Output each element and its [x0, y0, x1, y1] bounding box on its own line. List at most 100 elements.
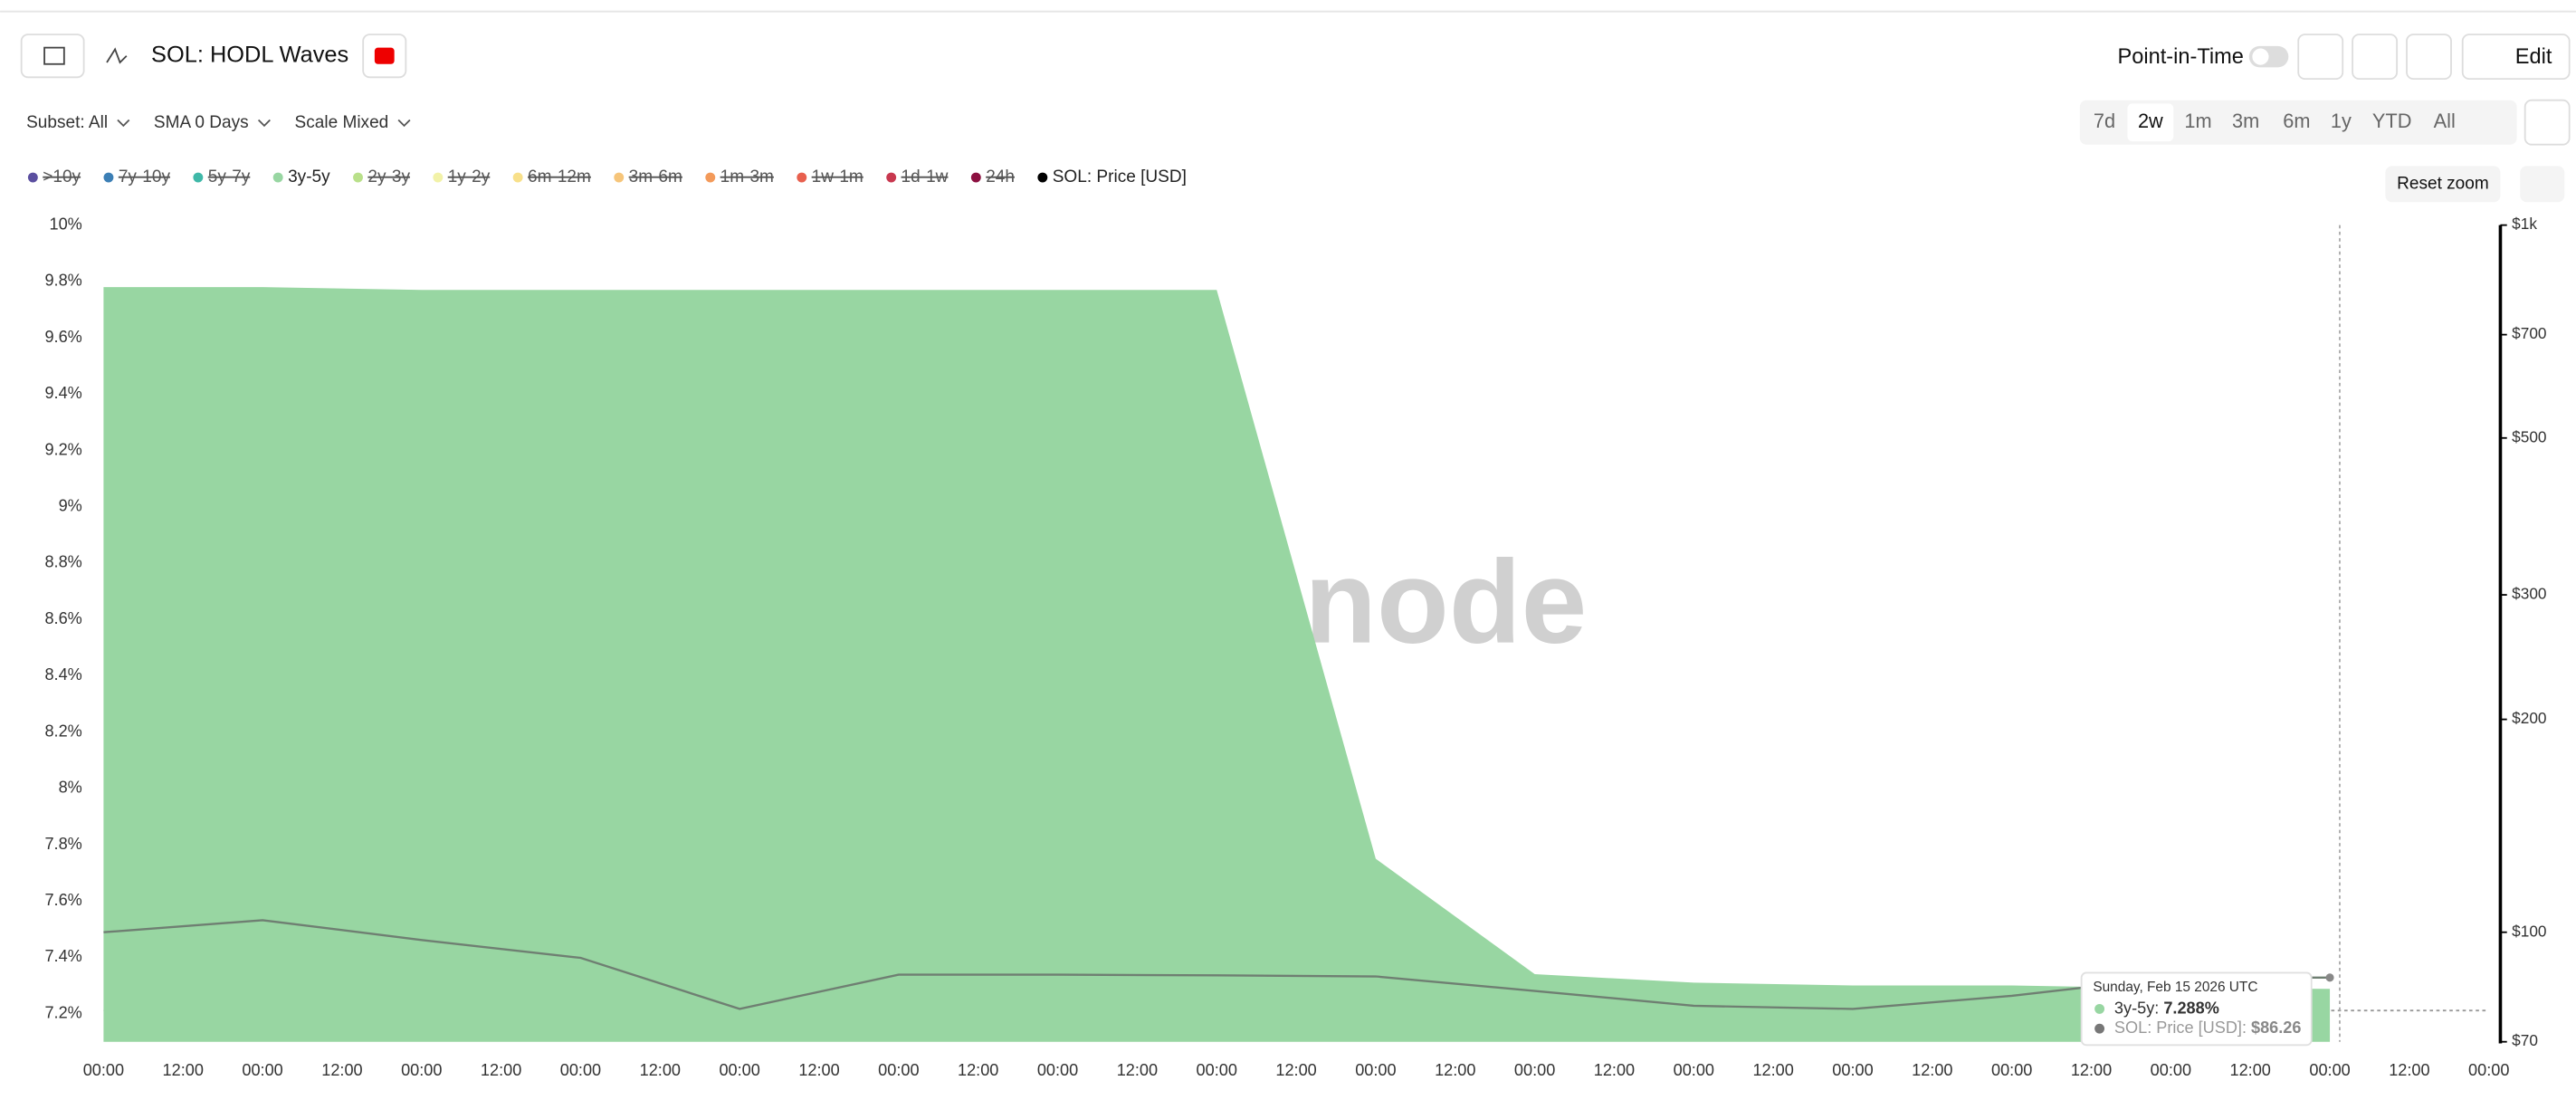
- y-tick-label: 9.8%: [44, 272, 81, 290]
- range-button[interactable]: 3m: [2232, 110, 2259, 132]
- y2-tick-label: $700: [2512, 324, 2546, 342]
- tooltip-box: [2080, 971, 2313, 1047]
- y-tick-label: 7.4%: [44, 947, 81, 965]
- legend-marker: [103, 172, 114, 183]
- x-tick-label: 00:00: [2309, 1061, 2350, 1079]
- dropdown-caret: [117, 119, 130, 128]
- y-tick-label: 10%: [50, 215, 82, 233]
- legend-entry[interactable]: 2y-3y: [367, 167, 410, 186]
- tooltip-value: $86.26: [2251, 1019, 2301, 1037]
- y2-tick-label: $500: [2512, 427, 2546, 445]
- range-group: [2079, 100, 2517, 145]
- y-tick-label: 7.2%: [44, 1003, 81, 1021]
- y-tick-label: 8.8%: [44, 553, 81, 571]
- x-tick-label: 00:00: [560, 1061, 601, 1079]
- filter-dropdown[interactable]: Scale Mixed: [295, 113, 389, 132]
- y2-tick-label: $300: [2512, 585, 2546, 603]
- legend-entry[interactable]: 7y-10y: [119, 167, 171, 186]
- legend-marker: [797, 172, 807, 183]
- x-tick-label: 12:00: [2389, 1061, 2429, 1079]
- y2-tick-label: $70: [2512, 1031, 2538, 1049]
- y-tick-label: 9%: [59, 496, 82, 514]
- point-in-time-label: Point-in-Time: [2118, 44, 2244, 68]
- chart: node >10y 7y-10y 5y-7y 3y-5y 2y-3y 1y-2y 6m-12m…: [27, 167, 2547, 1079]
- range-button[interactable]: 2w: [2138, 110, 2163, 132]
- hover-point: [2325, 973, 2334, 982]
- x-tick-label: 00:00: [1514, 1061, 1555, 1079]
- legend-entry[interactable]: 6m-12m: [528, 167, 591, 186]
- tooltip-dot: [2094, 1023, 2105, 1034]
- tooltip: Sunday, Feb 15 2026 UTC 3y-5y: 7.288% SO…: [2080, 971, 2313, 1047]
- tooltip-row: SOL: Price [USD]: $86.26: [2114, 1019, 2302, 1037]
- range-button[interactable]: All: [2434, 110, 2456, 132]
- legend-marker: [970, 172, 981, 183]
- calendar-button[interactable]: [2524, 99, 2571, 146]
- tooltip-dot: [2094, 1003, 2105, 1014]
- star-button[interactable]: [2297, 33, 2344, 81]
- x-tick-label: 12:00: [163, 1061, 204, 1079]
- legend-marker: [614, 172, 625, 183]
- x-tick-label: 00:00: [1037, 1061, 1078, 1079]
- legend-marker: [27, 172, 38, 183]
- x-tick-label: 00:00: [1197, 1061, 1237, 1079]
- legend-marker: [886, 172, 897, 183]
- legend-marker: [705, 172, 716, 183]
- range-button[interactable]: 1m: [2184, 110, 2211, 132]
- y-tick-label: 9.4%: [44, 384, 81, 402]
- legend-entry[interactable]: 3y-5y: [288, 167, 330, 186]
- tooltip-value: 7.288%: [2163, 999, 2218, 1017]
- x-tick-label: 12:00: [2071, 1061, 2112, 1079]
- edit-button[interactable]: [2461, 33, 2571, 81]
- x-tick-label: 12:00: [1435, 1061, 1475, 1079]
- x-tick-label: 12:00: [958, 1061, 998, 1079]
- tooltip-label: SOL: Price [USD]:: [2114, 1019, 2251, 1037]
- legend-marker: [1037, 172, 1048, 183]
- legend-entry[interactable]: 24h: [986, 167, 1015, 186]
- legend-entry[interactable]: 1y-2y: [448, 167, 491, 186]
- x-tick-label: 00:00: [1674, 1061, 1714, 1079]
- price-line: [103, 919, 2331, 1010]
- legend-entry[interactable]: 1w-1m: [812, 167, 863, 186]
- y-tick-label: 8.2%: [44, 722, 81, 740]
- sidebar-icon: [43, 46, 65, 65]
- legend-entry[interactable]: 1d-1w: [902, 167, 949, 186]
- range-button[interactable]: 1y: [2331, 110, 2352, 132]
- legend-entry[interactable]: 1m-3m: [720, 167, 774, 186]
- x-tick-label: 00:00: [1832, 1061, 1873, 1079]
- x-tick-label: 00:00: [242, 1061, 282, 1079]
- filter-dropdown[interactable]: SMA 0 Days: [154, 113, 249, 132]
- y-tick-label: 9.6%: [44, 328, 81, 346]
- x-tick-label: 12:00: [2230, 1061, 2271, 1079]
- y2-tick-label: $200: [2512, 709, 2546, 727]
- x-tick-label: 12:00: [640, 1061, 681, 1079]
- legend-entry[interactable]: 5y-7y: [208, 167, 251, 186]
- filter-dropdown[interactable]: Subset: All: [26, 113, 108, 132]
- sidebar-button[interactable]: [20, 33, 85, 79]
- range-button[interactable]: 6m: [2283, 110, 2310, 132]
- y-tick-label: 8%: [59, 779, 82, 797]
- legend-entry[interactable]: SOL: Price [USD]: [1053, 167, 1187, 186]
- toggle-knob: [2252, 48, 2269, 65]
- legend-entry[interactable]: >10y: [43, 167, 81, 186]
- dropdown-caret: [397, 119, 411, 128]
- legend-marker: [353, 172, 363, 183]
- tooltip-row: 3y-5y: 7.288%: [2114, 999, 2219, 1017]
- copy-button[interactable]: [2406, 33, 2452, 81]
- screenshot-button[interactable]: [2520, 166, 2565, 203]
- legend-marker: [272, 172, 283, 183]
- tooltip-date: Sunday, Feb 15 2026 UTC: [2093, 980, 2257, 995]
- reset-zoom-button[interactable]: [2385, 166, 2501, 203]
- youtube-icon: [374, 47, 395, 64]
- y2-tick-label: $100: [2512, 922, 2546, 940]
- area: [103, 287, 2331, 1042]
- share-button[interactable]: [2352, 33, 2399, 81]
- reset-zoom-label: Reset zoom: [2397, 174, 2489, 193]
- legend-entry[interactable]: 3m-6m: [629, 167, 682, 186]
- y-tick-label: 8.4%: [44, 665, 81, 684]
- range-button[interactable]: YTD: [2372, 110, 2412, 132]
- x-tick-label: 12:00: [1912, 1061, 1952, 1079]
- x-tick-label: 00:00: [1355, 1061, 1396, 1079]
- range-button[interactable]: 7d: [2094, 110, 2115, 132]
- y-tick-label: 7.6%: [44, 891, 81, 909]
